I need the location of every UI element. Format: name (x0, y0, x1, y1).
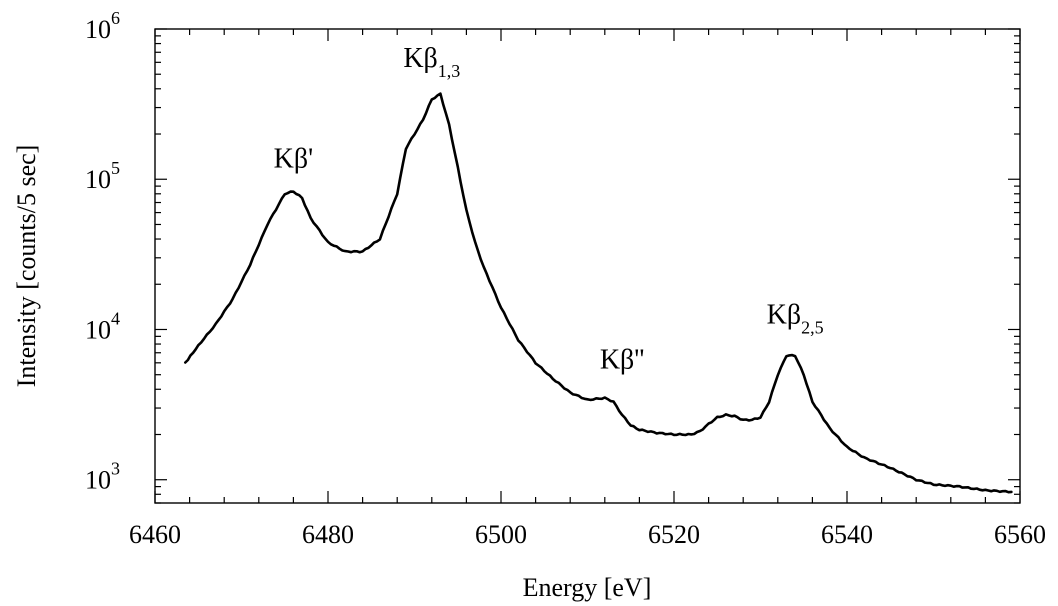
peak-label: Kβ' (274, 143, 314, 174)
x-tick-labels: 6460 6480 6500 6520 6540 6560 (129, 520, 1046, 549)
x-tick-label: 6540 (821, 520, 873, 549)
y-tick-label: 104 (85, 308, 120, 344)
spectrum-line (184, 92, 1013, 494)
x-tick-label: 6480 (302, 520, 354, 549)
x-tick-label: 6560 (994, 520, 1046, 549)
peak-label: Kβ'' (600, 344, 645, 375)
y-tick-label: 106 (85, 8, 120, 44)
peak-label: Kβ1,3 (403, 43, 460, 81)
plot-area (154, 28, 1021, 504)
y-tick-label: 105 (85, 158, 120, 194)
y-tick-labels: 103 104 105 106 (85, 8, 120, 495)
axis-ticks (154, 28, 1021, 504)
peak-label: Kβ2,5 (767, 299, 824, 337)
plot-frame (154, 28, 1021, 504)
y-axis-title: Intensity [counts/5 sec] (12, 145, 41, 388)
peak-annotations: Kβ' Kβ1,3 Kβ'' Kβ2,5 (274, 43, 824, 376)
x-tick-label: 6460 (129, 520, 181, 549)
x-axis-title: Energy [eV] (523, 573, 652, 602)
y-tick-label: 103 (85, 459, 120, 495)
x-tick-label: 6520 (648, 520, 700, 549)
series-group (184, 92, 1013, 494)
x-tick-label: 6500 (475, 520, 527, 549)
